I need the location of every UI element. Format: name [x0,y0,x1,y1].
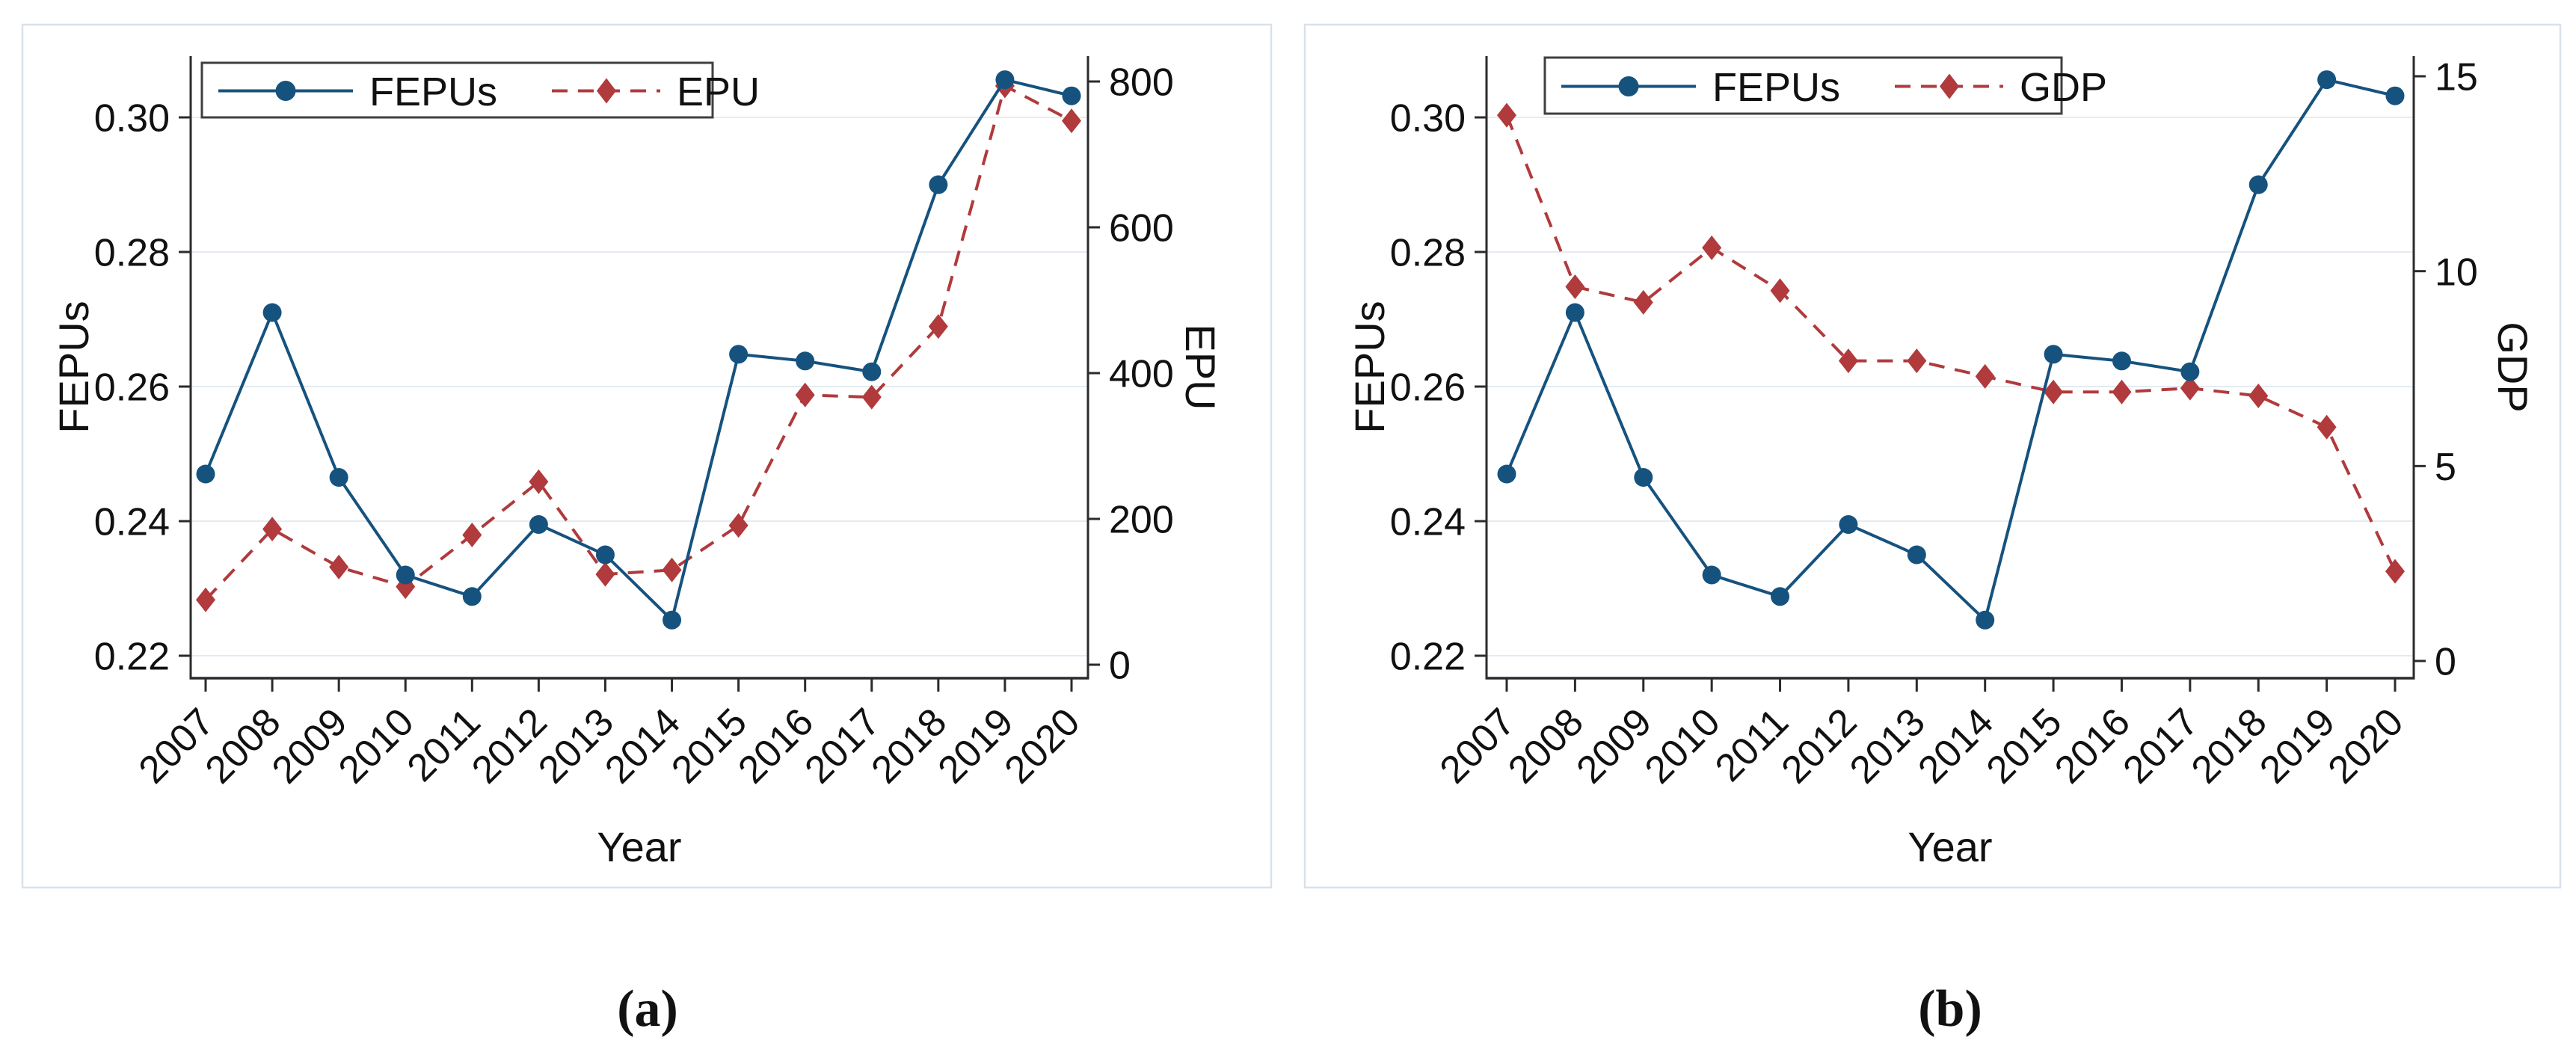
data-point-fepus-2020 [1062,86,1081,105]
data-point-fepus-2019 [2317,70,2337,90]
data-point-fepus-2017 [862,362,882,381]
data-point-gdp-2013 [1907,348,1927,374]
series-line-gdp [1505,114,2397,572]
data-point-gdp-2018 [2248,383,2269,408]
right-axis-tick-label: 5 [2435,446,2456,489]
data-point-fepus-2012 [1839,515,1858,534]
data-point-epu-2012 [529,469,549,494]
data-point-epu-2008 [262,517,283,542]
chart-panel-b: 0.220.240.260.280.3005101520072008200920… [1303,23,2562,889]
data-point-gdp-2015 [2044,379,2064,405]
left-axis-tick-label: 0.22 [94,636,170,679]
data-point-gdp-2009 [1633,289,1653,315]
chart-panel-a: 0.220.240.260.280.3002004006008002007200… [21,23,1273,889]
data-point-gdp-2012 [1838,348,1858,374]
panel-b-x-axis-title: Year [1908,823,1992,870]
data-point-gdp-2019 [2317,414,2337,440]
caption-a: (a) [617,980,678,1038]
right-axis-tick-label: 200 [1109,499,1174,542]
data-point-fepus-2018 [2248,175,2268,194]
data-point-fepus-2015 [729,345,748,364]
data-point-fepus-2018 [929,175,948,194]
data-point-fepus-2007 [196,464,215,484]
series-line-fepus [204,78,1072,624]
legend-marker-epu [597,78,616,104]
data-point-epu-2015 [728,513,748,538]
left-axis-tick-label: 0.28 [94,232,170,275]
left-axis-tick-label: 0.28 [1390,232,1466,275]
right-axis-tick-label: 0 [1109,645,1131,688]
data-point-fepus-2012 [529,515,548,534]
data-point-epu-2009 [329,554,349,579]
legend-label-fepus: FEPUs [369,70,497,114]
data-point-fepus-2015 [2044,345,2063,364]
left-axis-tick-label: 0.30 [94,97,170,141]
data-point-epu-2014 [662,557,682,582]
panel-b-right-axis-title: GDP [2489,322,2536,412]
right-axis-tick-label: 600 [1109,207,1174,250]
right-axis-tick-label: 0 [2435,641,2456,684]
right-axis-tick-label: 800 [1109,61,1174,105]
data-point-gdp-2014 [1975,363,1995,389]
legend-marker-fepus [275,81,296,101]
left-axis-tick-label: 0.24 [1390,501,1466,544]
data-point-fepus-2014 [1976,610,1995,630]
left-axis-tick-label: 0.26 [1390,366,1466,410]
data-point-gdp-2008 [1565,274,1585,300]
data-point-fepus-2009 [329,468,348,487]
caption-b: (b) [1918,980,1982,1038]
data-point-epu-2013 [595,562,615,587]
panel-b-left-axis-title: FEPUs [1346,301,1393,433]
data-point-fepus-2007 [1497,464,1516,484]
data-point-epu-2020 [1061,108,1081,134]
data-point-fepus-2013 [1907,545,1926,565]
left-axis-tick-label: 0.30 [1390,97,1466,141]
legend-marker-gdp [1940,73,1959,99]
data-point-fepus-2008 [1565,303,1584,322]
data-point-fepus-2019 [995,70,1015,90]
right-axis-tick-label: 10 [2435,250,2478,294]
panel-a-right-axis-title: EPU [1177,324,1224,410]
legend-label-fepus: FEPUs [1712,65,1840,110]
data-point-fepus-2011 [1771,587,1790,606]
data-point-gdp-2017 [2180,375,2200,401]
data-point-fepus-2008 [262,303,282,322]
panel-frame [21,23,1273,889]
left-axis-tick-label: 0.26 [94,366,170,410]
data-point-gdp-2020 [2385,559,2405,584]
data-point-fepus-2010 [1702,565,1721,585]
data-point-fepus-2016 [2112,351,2131,371]
data-point-epu-2016 [795,382,815,408]
panel-a-left-axis-title: FEPUs [50,301,97,433]
left-axis-tick-label: 0.22 [1390,636,1466,679]
left-axis-tick-label: 0.24 [94,501,170,544]
data-point-fepus-2014 [663,610,682,630]
data-point-gdp-2007 [1497,102,1516,128]
data-point-fepus-2016 [796,351,815,371]
data-point-gdp-2010 [1702,235,1722,260]
data-point-epu-2017 [861,384,882,410]
data-point-epu-2011 [462,522,482,547]
data-point-epu-2018 [928,314,948,339]
panel-a-x-axis-title: Year [597,823,681,870]
data-point-fepus-2020 [2385,86,2405,105]
data-point-fepus-2011 [462,587,482,606]
data-point-gdp-2016 [2112,379,2132,405]
series-line-epu [204,83,1072,601]
data-point-fepus-2017 [2180,362,2200,381]
right-axis-tick-label: 15 [2435,56,2478,99]
legend-marker-fepus [1618,76,1639,96]
right-axis-tick-label: 400 [1109,353,1174,396]
data-point-epu-2007 [196,587,215,612]
legend-label-epu: EPU [677,70,760,114]
data-point-fepus-2010 [396,565,415,585]
data-point-fepus-2013 [595,545,615,565]
series-line-fepus [1505,78,2396,624]
data-point-fepus-2009 [1634,468,1653,487]
legend-label-gdp: GDP [2020,65,2107,110]
data-point-gdp-2011 [1770,278,1790,304]
